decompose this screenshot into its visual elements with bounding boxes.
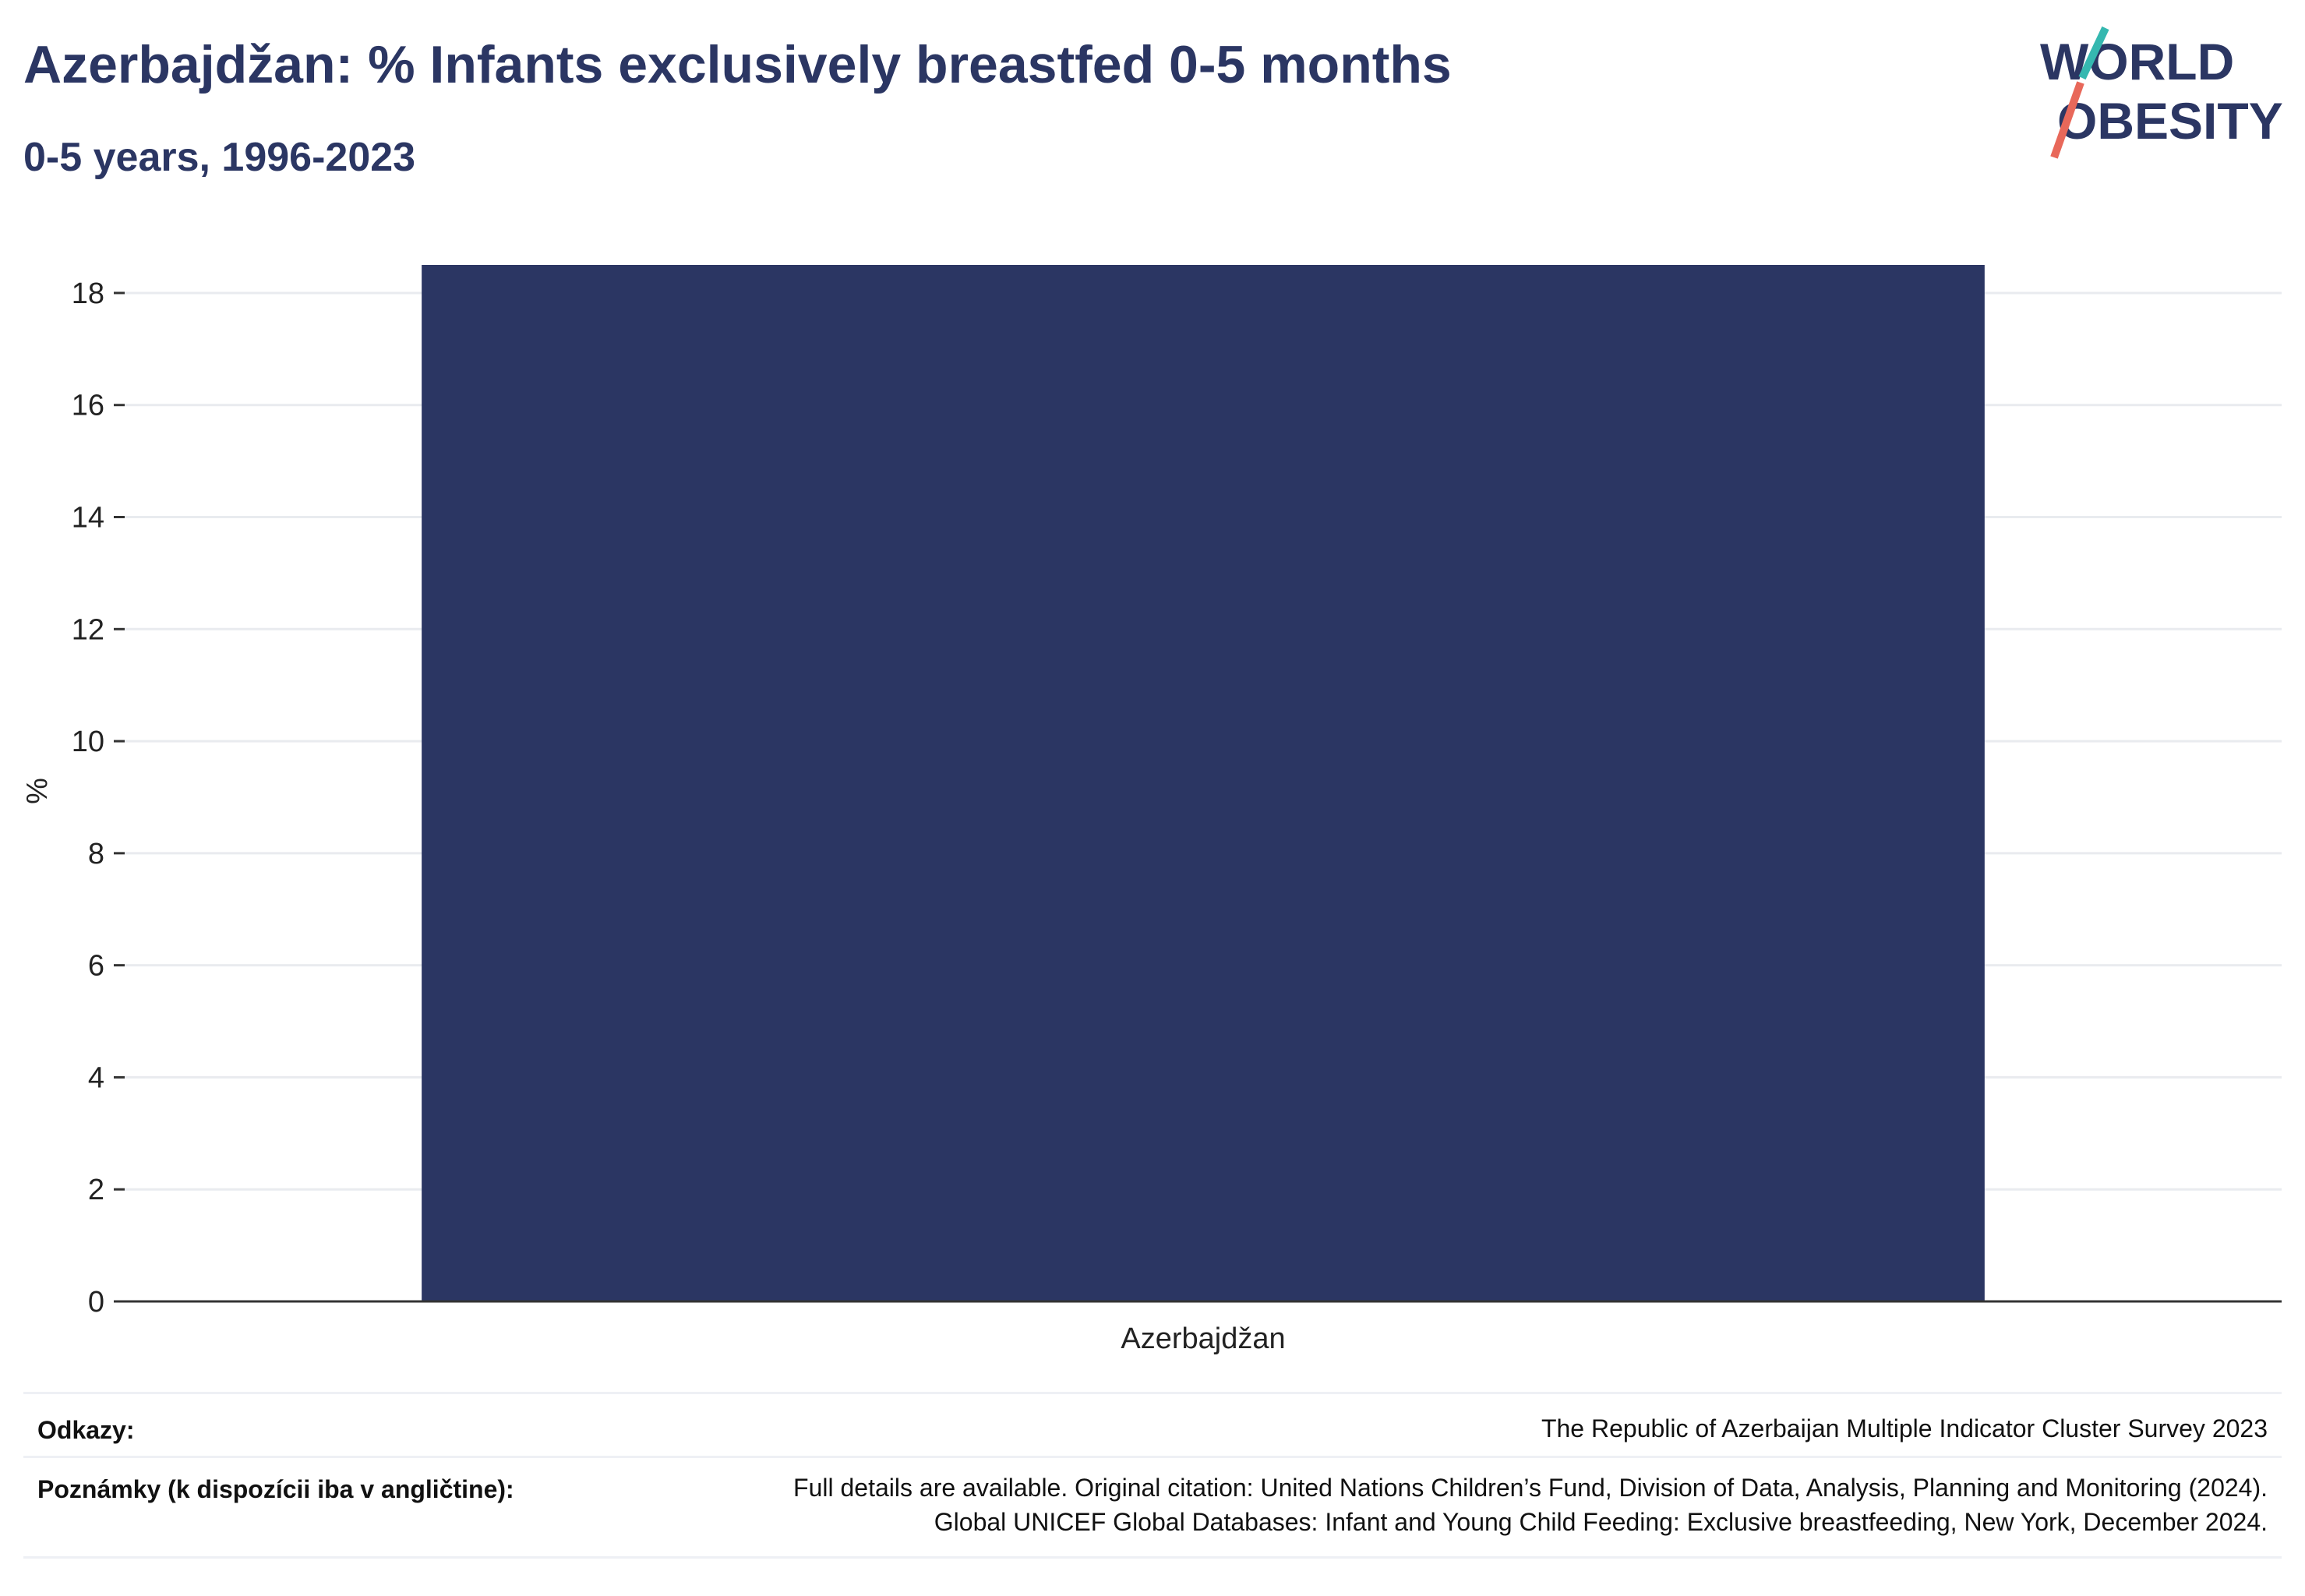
notes-line-2: Global UNICEF Global Databases: Infant a… [934, 1508, 2268, 1536]
y-tick-label: 4 [88, 1061, 104, 1094]
y-tick-label: 14 [72, 502, 104, 535]
y-tick-label: 6 [88, 950, 104, 983]
y-axis-label: % [21, 778, 54, 804]
notes-value: Full details are available. Original cit… [793, 1471, 2268, 1539]
bars [422, 265, 1985, 1301]
footer-sources-row: Odkazy: The Republic of Azerbaijan Multi… [23, 1392, 2282, 1457]
y-tick-label: 2 [88, 1174, 104, 1206]
bar-chart: 0 2 4 6 8 10 12 14 16 18 Azerbajdžan % [21, 265, 2282, 1355]
y-tick-label: 18 [72, 277, 104, 310]
x-tick-label: Azerbajdžan [1121, 1322, 1285, 1355]
chart-subtitle: 0-5 years, 1996-2023 [23, 135, 416, 180]
y-axis-ticks: 0 2 4 6 8 10 12 14 16 18 [72, 277, 125, 1319]
sources-label: Odkazy: [37, 1416, 135, 1444]
footer-notes-row: Poznámky (k dispozícii iba v angličtine)… [23, 1456, 2282, 1559]
chart-title: Azerbajdžan: % Infants exclusively breas… [23, 35, 1452, 94]
notes-label: Poznámky (k dispozícii iba v angličtine)… [37, 1475, 514, 1503]
y-tick-label: 8 [88, 838, 104, 870]
y-tick-label: 0 [88, 1286, 104, 1319]
y-tick-label: 10 [72, 726, 104, 758]
bar [422, 265, 1985, 1301]
notes-line-1: Full details are available. Original cit… [793, 1474, 2268, 1502]
footer: Odkazy: The Republic of Azerbaijan Multi… [23, 1392, 2282, 1559]
world-obesity-logo: WORLD OBESITY [2034, 23, 2291, 164]
logo-slash-top [2078, 26, 2109, 80]
x-axis-ticks: Azerbajdžan [1121, 1322, 1285, 1355]
logo-line1: WORLD [2040, 33, 2234, 90]
sources-value: The Republic of Azerbaijan Multiple Indi… [1541, 1414, 2268, 1442]
y-tick-label: 12 [72, 613, 104, 646]
y-tick-label: 16 [72, 390, 104, 422]
logo-slash-bottom [2050, 81, 2084, 159]
logo-line2: OBESITY [2057, 92, 2283, 150]
logo-graphic: WORLD OBESITY [2040, 26, 2283, 159]
